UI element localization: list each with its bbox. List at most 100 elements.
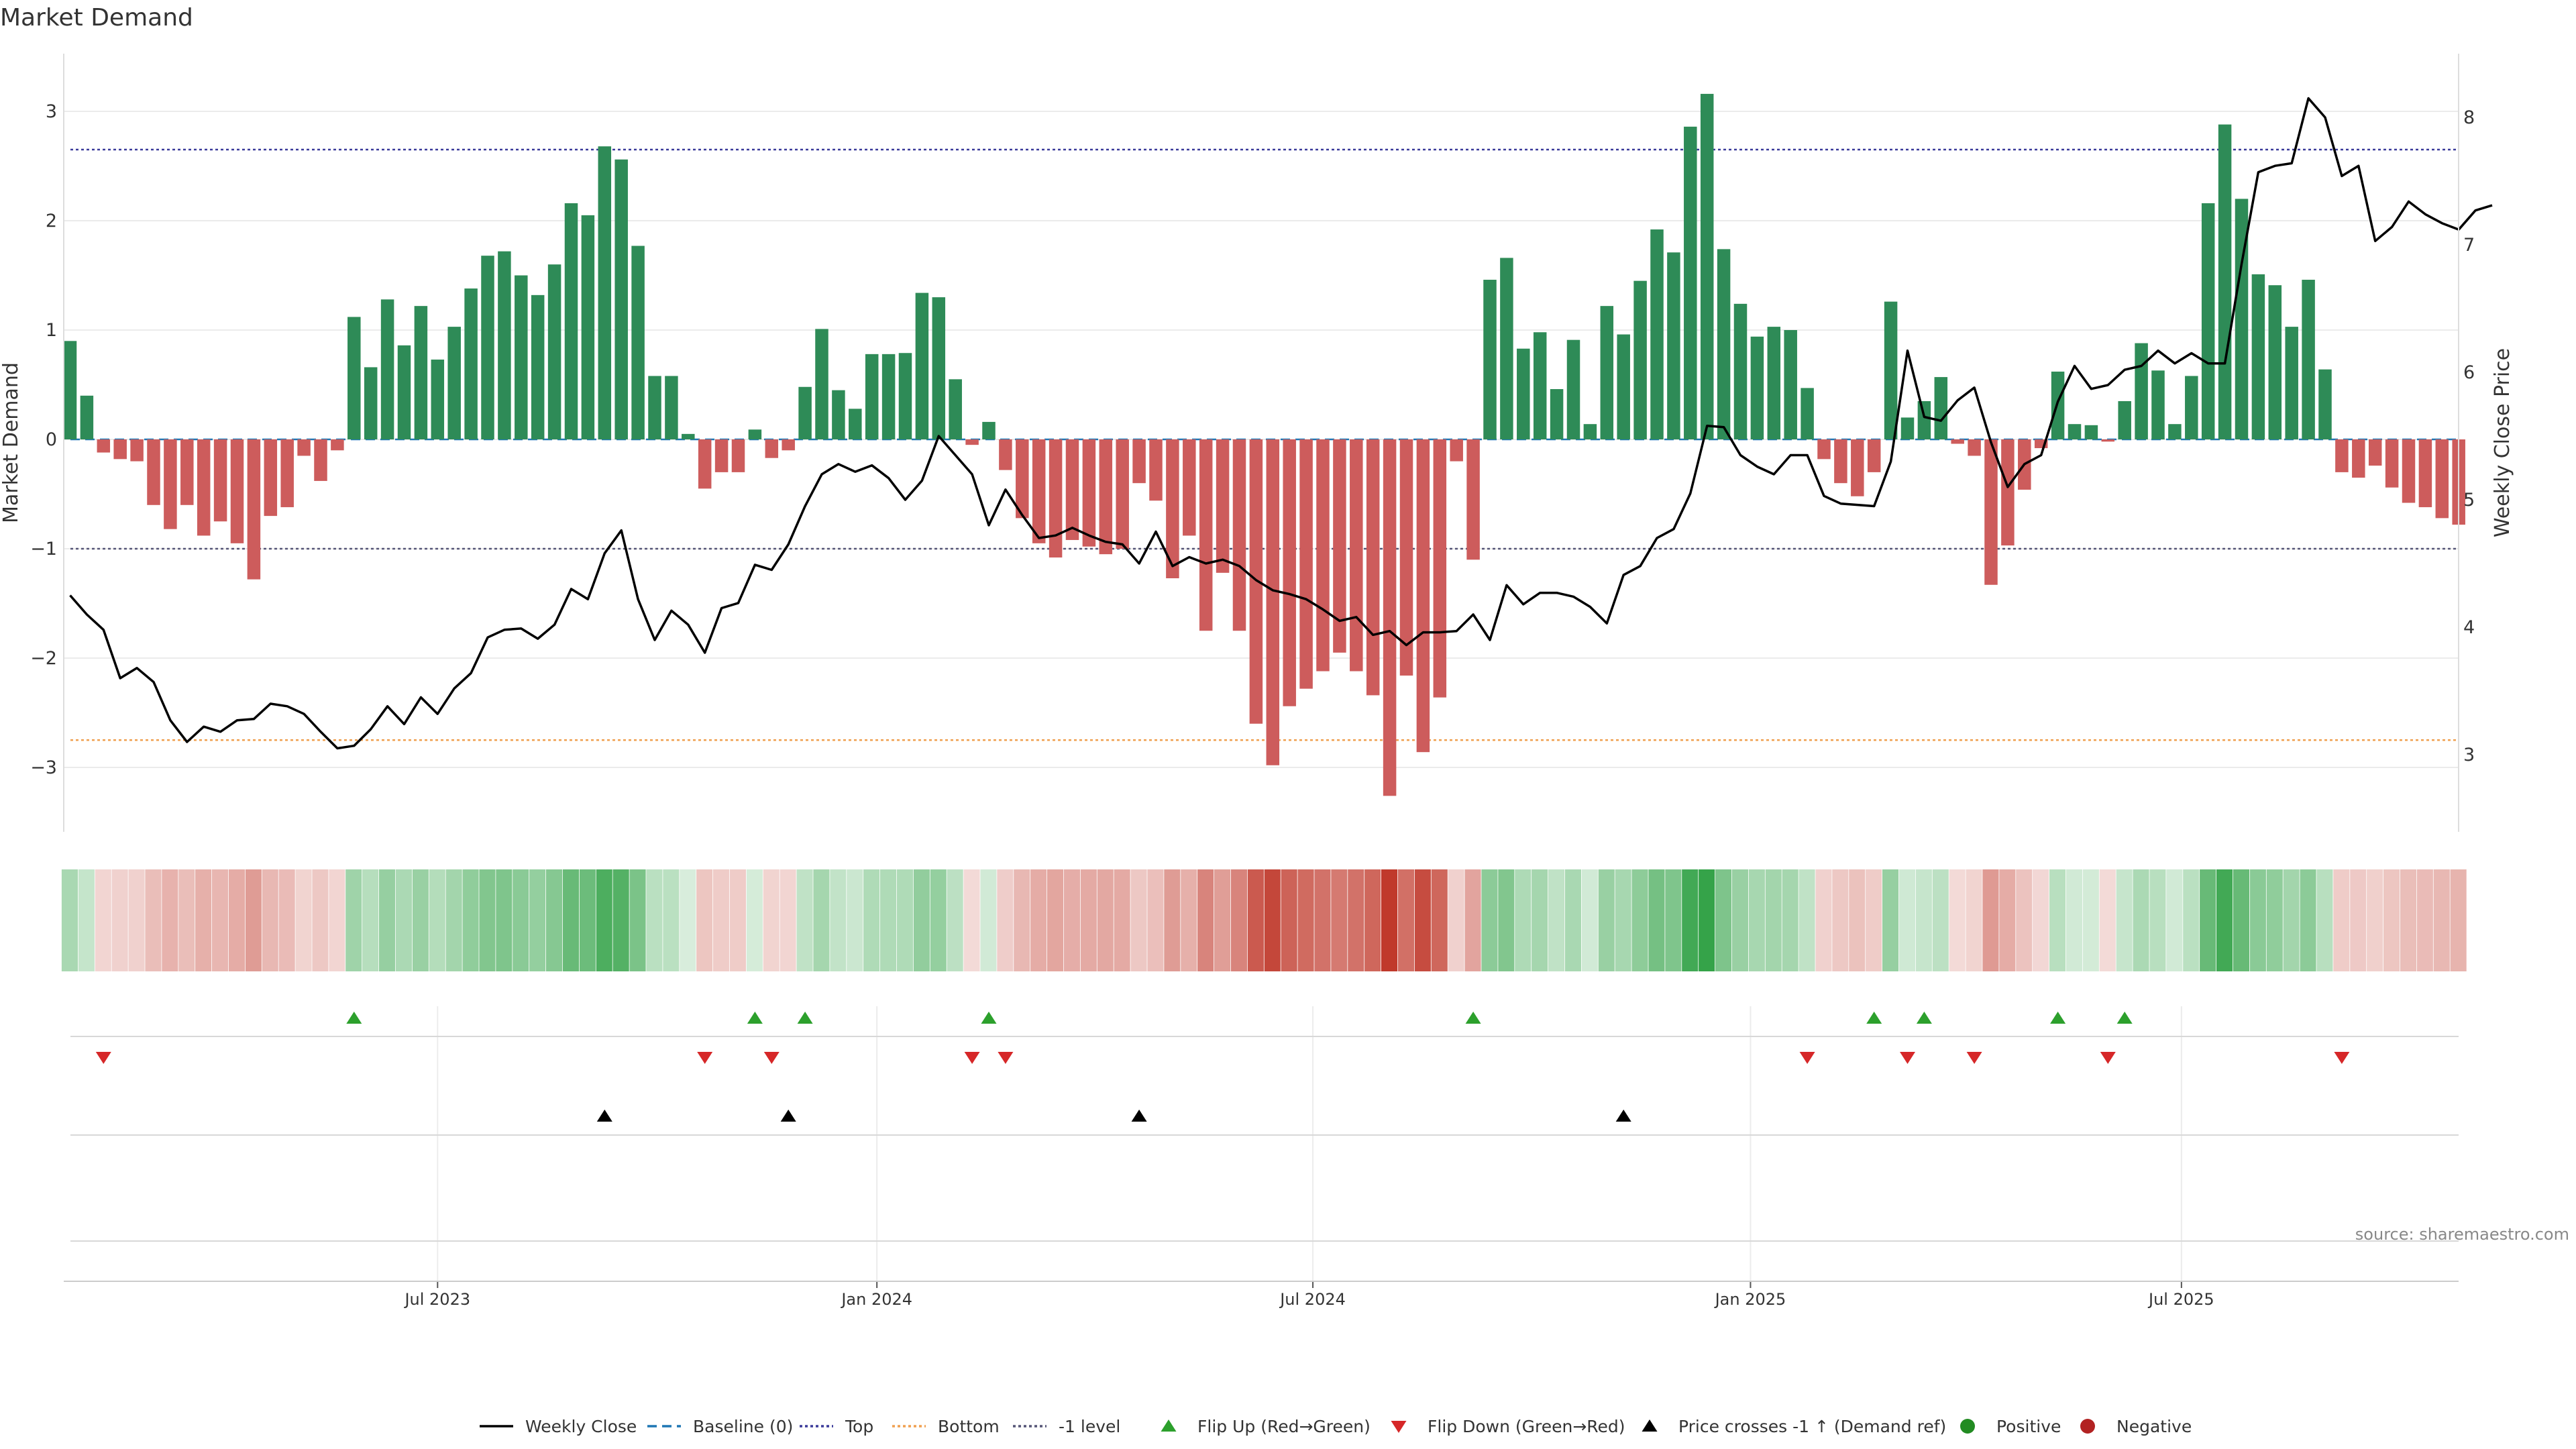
demand-bar xyxy=(1566,339,1580,439)
demand-bar xyxy=(765,439,779,458)
heatmap-cell xyxy=(295,869,312,971)
demand-bar xyxy=(213,439,227,522)
demand-bar xyxy=(2318,369,2332,439)
heatmap-cell xyxy=(2350,869,2367,971)
demand-bar xyxy=(1383,439,1397,796)
flip-down-marker xyxy=(964,1052,980,1064)
demand-bar xyxy=(1733,303,1748,439)
demand-bar xyxy=(314,439,327,481)
demand-bar xyxy=(2135,343,2148,439)
legend-positive: Positive xyxy=(1960,1417,2061,1436)
demand-bar xyxy=(798,386,812,439)
heatmap-cell xyxy=(1080,869,1097,971)
flip-up-marker xyxy=(2116,1012,2133,1024)
flip-up-marker xyxy=(1866,1012,1882,1024)
heatmap-cell xyxy=(1682,869,1699,971)
heatmap-cell xyxy=(1765,869,1782,971)
heatmap-cell xyxy=(980,869,997,971)
heatmap-cell xyxy=(1381,869,1398,971)
demand-bar xyxy=(2285,327,2298,439)
legend-swatch xyxy=(2080,1419,2095,1434)
demand-bar xyxy=(1350,439,1363,672)
flip-down-marker xyxy=(1900,1052,1915,1064)
legend-label: Top xyxy=(845,1417,873,1436)
y2-tick-label: 4 xyxy=(2463,617,2475,638)
demand-bar xyxy=(1884,301,1898,439)
heatmap-cell xyxy=(2166,869,2183,971)
heatmap-cell xyxy=(780,869,796,971)
heatmap-cell xyxy=(1748,869,1765,971)
heatmap-cell xyxy=(1147,869,1164,971)
heatmap-cell xyxy=(1564,869,1581,971)
legend-label: Flip Up (Red→Green) xyxy=(1197,1417,1371,1436)
demand-bar xyxy=(147,439,160,505)
heatmap-cell xyxy=(1999,869,2016,971)
demand-bar xyxy=(1583,424,1597,439)
heatmap-cell xyxy=(1030,869,1047,971)
heatmap-cell xyxy=(1348,869,1364,971)
demand-bar xyxy=(1082,439,1096,547)
demand-bar xyxy=(1183,439,1196,536)
x-tick-label: Jan 2025 xyxy=(1714,1290,1786,1309)
heatmap-cell xyxy=(1181,869,1197,971)
demand-bar xyxy=(113,439,127,460)
heatmap-cell xyxy=(1548,869,1565,971)
price-cross-marker xyxy=(596,1110,612,1122)
demand-bar xyxy=(1600,306,1614,439)
heatmap-cell xyxy=(1281,869,1297,971)
demand-bar xyxy=(397,345,411,439)
demand-bar xyxy=(1149,439,1163,501)
demand-bar xyxy=(782,439,795,451)
heatmap-cell xyxy=(2133,869,2149,971)
demand-bar xyxy=(748,429,762,439)
demand-bar xyxy=(1667,252,1680,439)
heatmap-cell xyxy=(763,869,780,971)
heatmap-cell xyxy=(1815,869,1832,971)
demand-bar xyxy=(531,294,545,439)
y-tick-label: 1 xyxy=(46,320,57,341)
heatmap-cell xyxy=(947,869,963,971)
heatmap-cell xyxy=(513,869,529,971)
heatmap-cell xyxy=(2283,869,2300,971)
flip-up-marker xyxy=(1465,1012,1481,1024)
heatmap-cell xyxy=(746,869,763,971)
legend-top: Top xyxy=(800,1417,873,1436)
demand-bar xyxy=(2118,400,2131,439)
demand-bar xyxy=(1299,439,1313,689)
legend-label: -1 level xyxy=(1059,1417,1120,1436)
heatmap-cell xyxy=(1448,869,1464,971)
heatmap-cell xyxy=(2099,869,2116,971)
heatmap-cell xyxy=(1898,869,1915,971)
heatmap-cell xyxy=(145,869,162,971)
demand-bar xyxy=(581,215,595,439)
demand-bar xyxy=(1249,439,1263,724)
heatmap-cell xyxy=(2433,869,2450,971)
demand-bar xyxy=(949,379,962,439)
heatmap-cell xyxy=(1515,869,1532,971)
heatmap-cell xyxy=(1581,869,1598,971)
demand-bar xyxy=(1116,439,1129,549)
flip-down-marker xyxy=(697,1052,713,1064)
flip-up-marker xyxy=(346,1012,362,1024)
demand-bar xyxy=(2251,274,2265,439)
demand-bar xyxy=(2235,199,2249,439)
demand-bar xyxy=(2084,425,2098,439)
heatmap-cell xyxy=(496,869,513,971)
heatmap-cell xyxy=(1866,869,1882,971)
heatmap-cell xyxy=(1014,869,1030,971)
demand-bar xyxy=(280,439,294,508)
demand-bar xyxy=(1399,439,1413,676)
y-tick-label: −3 xyxy=(30,757,57,778)
heatmap-cell xyxy=(2450,869,2467,971)
legend-minus-one: -1 level xyxy=(1013,1417,1120,1436)
legend-swatch xyxy=(1391,1421,1407,1433)
y2-tick-label: 6 xyxy=(2463,362,2475,383)
legend-label: Flip Down (Green→Red) xyxy=(1428,1417,1625,1436)
heatmap-cell xyxy=(1063,869,1080,971)
heatmap-cell xyxy=(2316,869,2333,971)
y2-axis-title: Weekly Close Price xyxy=(2491,348,2514,537)
demand-bar xyxy=(464,288,478,439)
demand-bar xyxy=(264,439,278,517)
y2-tick-label: 5 xyxy=(2463,490,2475,511)
demand-bar xyxy=(1717,249,1731,439)
